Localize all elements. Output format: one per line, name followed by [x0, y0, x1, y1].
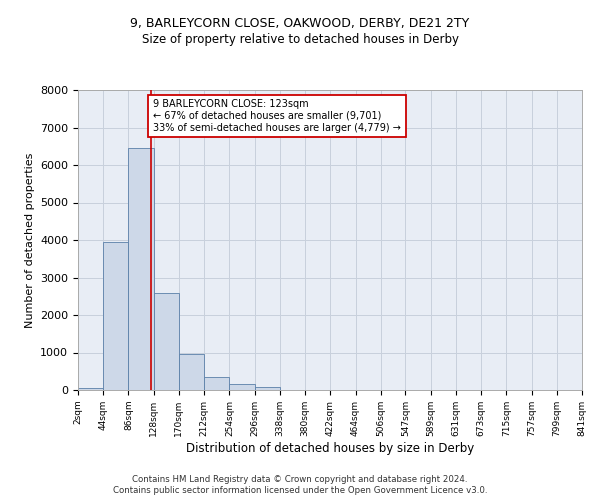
Bar: [128, 148, 154, 390]
X-axis label: Distribution of detached houses by size in Derby: Distribution of detached houses by size …: [186, 442, 474, 454]
Bar: [229, 384, 254, 390]
Bar: [78, 388, 103, 390]
Y-axis label: Number of detached properties: Number of detached properties: [25, 152, 35, 328]
Text: Contains HM Land Registry data © Crown copyright and database right 2024.: Contains HM Land Registry data © Crown c…: [132, 475, 468, 484]
Text: Contains public sector information licensed under the Open Government Licence v3: Contains public sector information licen…: [113, 486, 487, 495]
Text: 9 BARLEYCORN CLOSE: 123sqm
← 67% of detached houses are smaller (9,701)
33% of s: 9 BARLEYCORN CLOSE: 123sqm ← 67% of deta…: [153, 100, 401, 132]
Bar: [179, 354, 204, 390]
Text: Size of property relative to detached houses in Derby: Size of property relative to detached ho…: [142, 32, 458, 46]
Bar: [154, 292, 179, 390]
Bar: [103, 242, 128, 390]
Text: 9, BARLEYCORN CLOSE, OAKWOOD, DERBY, DE21 2TY: 9, BARLEYCORN CLOSE, OAKWOOD, DERBY, DE2…: [130, 18, 470, 30]
Bar: [254, 387, 280, 390]
Bar: [204, 377, 229, 390]
